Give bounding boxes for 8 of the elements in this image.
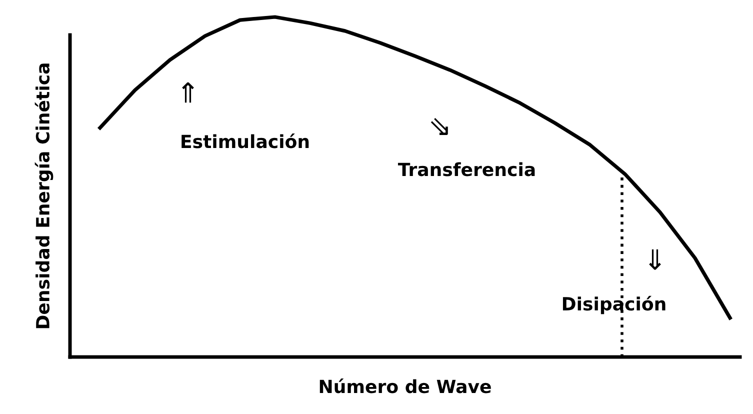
annotation: Disipación — [562, 296, 666, 314]
annotation: ⇘ — [430, 118, 448, 135]
annotation: Transferencia — [398, 162, 535, 176]
x-axis-title: Número de Wave — [320, 378, 491, 394]
annotation: ⇑ — [182, 82, 194, 103]
annotation: Estimulación — [182, 134, 309, 148]
y-axis-title: Densidad Energía Cinética — [34, 64, 54, 328]
annotation: ⇓ — [649, 249, 661, 270]
